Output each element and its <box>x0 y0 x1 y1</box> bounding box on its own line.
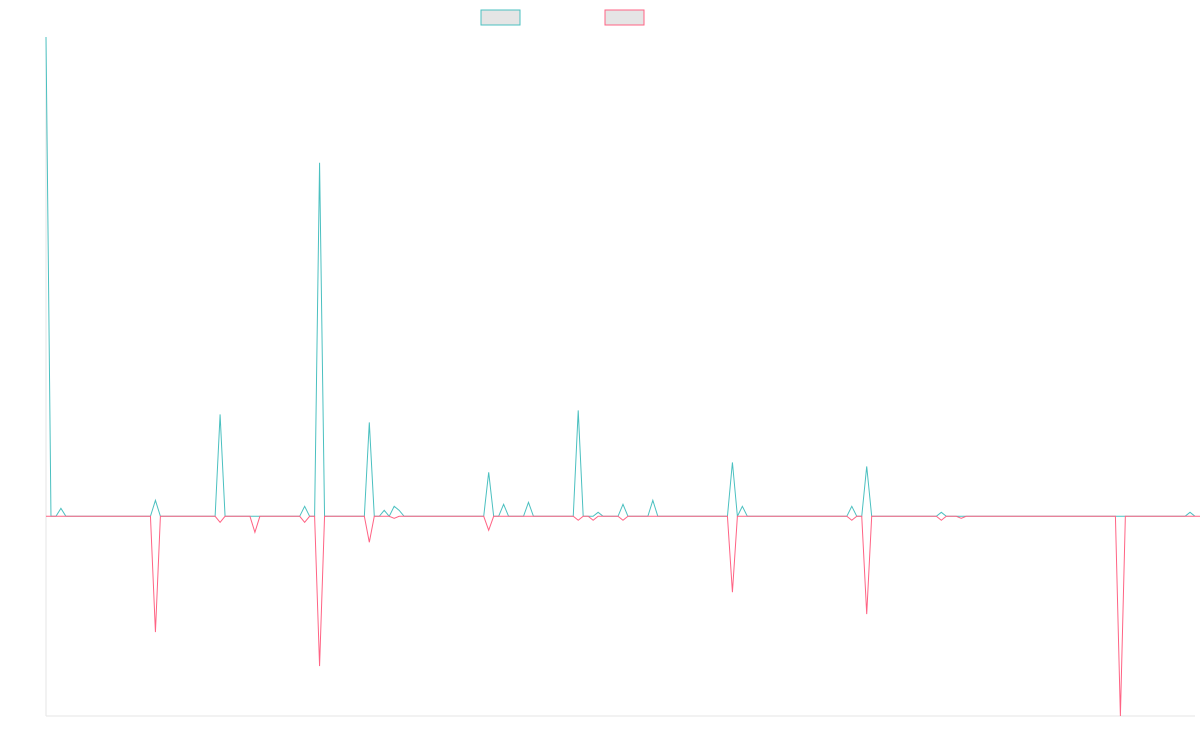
series-layer <box>45 36 1200 717</box>
legend-swatch-1 <box>480 9 521 26</box>
series-line-2 <box>46 515 1200 717</box>
legend[interactable] <box>480 9 645 26</box>
legend-swatch-2 <box>604 9 645 26</box>
chart-axes <box>45 37 1195 717</box>
series-line-1 <box>45 36 1196 519</box>
legend-item-2[interactable] <box>604 9 645 26</box>
legend-item-1[interactable] <box>480 9 521 26</box>
